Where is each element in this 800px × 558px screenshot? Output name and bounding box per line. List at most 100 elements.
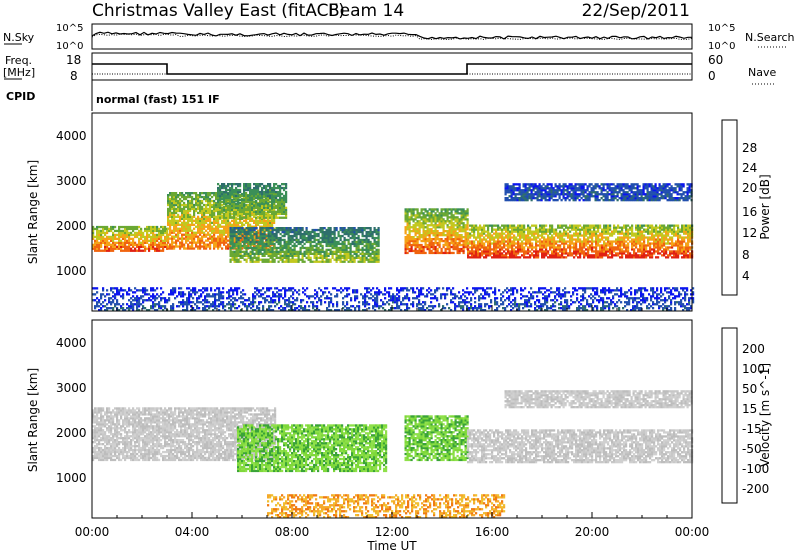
power-cell — [213, 230, 215, 232]
power-cell — [294, 251, 296, 253]
power-cell — [639, 227, 641, 229]
power-cell — [455, 236, 457, 238]
power-cell — [407, 216, 409, 218]
power-cell — [254, 247, 256, 249]
power-cell — [213, 202, 215, 204]
power-cell — [260, 227, 262, 229]
power-cell — [283, 183, 285, 185]
power-cell — [96, 244, 98, 246]
power-cell — [561, 240, 563, 242]
power-cell — [362, 243, 364, 245]
power-cell — [213, 222, 215, 224]
power-cell — [569, 227, 571, 229]
power-cell — [330, 231, 332, 233]
power-cell — [261, 183, 263, 185]
power-cell — [631, 254, 633, 256]
power-cell — [507, 238, 509, 240]
power-cell — [569, 250, 571, 252]
power-cell — [360, 253, 362, 255]
power-cell — [342, 251, 344, 253]
power-cell — [104, 246, 106, 248]
power-cell — [310, 245, 312, 247]
power-cell — [185, 204, 187, 206]
power-cell — [603, 236, 605, 238]
power-cell — [603, 233, 605, 235]
power-cell — [213, 247, 215, 249]
power-cell — [587, 227, 589, 229]
power-cell — [240, 233, 242, 235]
power-cell — [193, 228, 195, 230]
power-cell — [503, 254, 505, 256]
power-cell — [242, 231, 244, 233]
power-cell — [409, 238, 411, 240]
power-cell — [467, 236, 469, 238]
power-cell — [352, 257, 354, 259]
power-cell — [122, 232, 124, 234]
power-cell — [100, 242, 102, 244]
power-cell — [439, 214, 441, 216]
power-cell — [283, 199, 285, 201]
power-cell — [517, 242, 519, 244]
power-cell — [257, 193, 259, 195]
power-cell — [209, 244, 211, 246]
power-cell — [559, 246, 561, 248]
power-cell — [597, 229, 599, 231]
power-cell — [227, 234, 229, 236]
power-cell — [449, 228, 451, 230]
power-cell — [201, 214, 203, 216]
power-cell — [219, 217, 221, 219]
power-cell — [140, 244, 142, 246]
power-cell — [593, 225, 595, 227]
power-cell — [136, 250, 138, 252]
power-cell — [429, 234, 431, 236]
power-cell — [223, 187, 225, 189]
power-cell — [631, 242, 633, 244]
power-cell — [279, 191, 281, 193]
power-cell — [270, 235, 272, 237]
power-cell — [308, 237, 310, 239]
power-cell — [181, 240, 183, 242]
power-cell — [203, 220, 205, 222]
power-cell — [300, 247, 302, 249]
power-cell — [279, 199, 281, 201]
power-cell — [537, 252, 539, 254]
power-cell — [487, 252, 489, 254]
power-cell — [225, 207, 227, 209]
power-cell — [150, 246, 152, 248]
power-cell — [185, 210, 187, 212]
power-cell — [244, 247, 246, 249]
power-cell — [374, 257, 376, 259]
power-cell — [179, 192, 181, 194]
power-cell — [272, 251, 274, 253]
power-cell — [252, 247, 254, 249]
power-cell — [493, 248, 495, 250]
power-cell — [443, 226, 445, 228]
power-cell — [136, 226, 138, 228]
power-cell — [261, 203, 263, 205]
power-cell — [108, 228, 110, 230]
power-cell — [199, 242, 201, 244]
power-cell — [236, 249, 238, 251]
power-cell — [364, 253, 366, 255]
power-cell — [324, 233, 326, 235]
power-cell — [342, 245, 344, 247]
power-cell — [175, 208, 177, 210]
power-cell — [205, 200, 207, 202]
power-cell — [298, 239, 300, 241]
power-cell — [193, 212, 195, 214]
power-cell — [150, 242, 152, 244]
power-cell — [627, 256, 629, 258]
power-cell — [431, 246, 433, 248]
power-cell — [465, 232, 467, 234]
power-cell — [453, 216, 455, 218]
power-cell — [523, 225, 525, 227]
power-cell — [489, 250, 491, 252]
power-cell — [565, 240, 567, 242]
power-cell — [296, 251, 298, 253]
power-cell — [164, 236, 166, 238]
power-cell — [282, 239, 284, 241]
power-cell — [447, 226, 449, 228]
power-cell — [185, 240, 187, 242]
power-cell — [439, 224, 441, 226]
power-cell — [374, 227, 376, 229]
